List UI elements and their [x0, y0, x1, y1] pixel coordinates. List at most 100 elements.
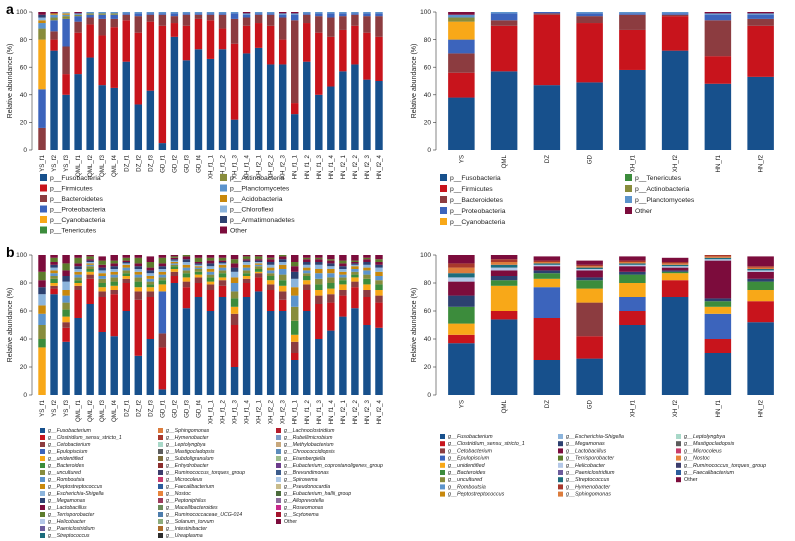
bar-segment	[158, 257, 167, 264]
bar-segment	[122, 20, 130, 62]
bar-segment	[146, 287, 155, 292]
bar-segment	[375, 267, 383, 272]
bar-segment	[448, 53, 475, 73]
bar-segment	[375, 271, 383, 276]
legend-label: g__Peptoniphilus	[166, 498, 206, 504]
bar-segment	[98, 256, 106, 261]
legend-swatch	[276, 491, 281, 496]
bar-segment	[158, 255, 167, 258]
bar-segment	[747, 270, 774, 272]
bar-segment	[490, 285, 518, 311]
bar-segment	[194, 266, 203, 268]
bar-segment	[50, 264, 58, 268]
bar-segment	[218, 264, 227, 268]
bar-segment	[158, 269, 167, 272]
bar-segment	[291, 295, 299, 307]
x-tick-label: DZ_f1	[123, 154, 130, 171]
bar-segment	[74, 13, 82, 15]
bar-segment	[363, 278, 371, 285]
x-tick-label: XH_f1_1	[208, 399, 215, 424]
x-tick-label: HN_f1_1	[292, 154, 299, 179]
bar-segment	[38, 14, 46, 18]
bar-segment	[230, 306, 239, 314]
bar-segment	[448, 97, 475, 150]
bar-segment	[278, 285, 287, 292]
bar-segment	[747, 322, 774, 395]
bar-segment	[98, 291, 106, 297]
bar-segment	[62, 316, 70, 323]
bar-segment	[86, 264, 94, 267]
x-tick-label: HN_f1_2	[304, 154, 311, 179]
bar-segment	[661, 271, 689, 274]
bar-segment	[38, 287, 46, 295]
bar-segment	[182, 60, 191, 150]
legend: p__Fusobacteria p__Firmicutes p__Bacteroid…	[440, 174, 695, 226]
bar-segment	[182, 308, 191, 395]
bar-segment	[74, 280, 82, 283]
legend-label: p__Bacteroidetes	[50, 196, 104, 203]
bar-segment	[266, 262, 275, 265]
bar-segment	[194, 264, 203, 267]
bar-segment	[303, 257, 311, 260]
bar-segment	[122, 283, 130, 311]
bar-segment	[206, 257, 215, 261]
bar-segment	[134, 255, 143, 258]
bar-segment	[490, 280, 518, 286]
bar-segment	[351, 13, 359, 15]
bar-segment	[74, 274, 82, 278]
bar-segment	[110, 336, 118, 395]
bar-segment	[194, 269, 203, 272]
x-tick-label: XH_f2	[672, 399, 679, 417]
bar-segment	[146, 278, 155, 282]
bar-segment	[38, 271, 46, 281]
bar-segment	[146, 12, 155, 14]
bar-segment	[254, 256, 263, 260]
bar-segment	[62, 16, 70, 19]
legend-label: p__Acidobacteria	[230, 196, 283, 203]
bar-segment	[110, 290, 118, 295]
bar-segment	[134, 266, 143, 269]
bar-segment	[158, 143, 167, 150]
bar-segment	[170, 255, 179, 257]
legend-swatch	[558, 491, 563, 497]
bar-segment	[327, 263, 335, 267]
legend-swatch	[220, 195, 227, 202]
x-tick-label: GD_f1	[159, 154, 166, 172]
bar-segment	[747, 290, 774, 302]
bar-segment	[278, 17, 287, 40]
legend-swatch	[40, 519, 45, 524]
x-tick-label: GD_f2	[171, 399, 178, 417]
bar-segment	[62, 270, 70, 276]
x-tick-label: HN_f2_3	[364, 399, 371, 424]
bar-segment	[170, 260, 179, 262]
bar-segment	[182, 287, 191, 309]
x-tick-label: DZ_f2	[135, 154, 142, 171]
bar-segment	[242, 17, 251, 26]
bar-segment	[315, 262, 323, 265]
bar-segment	[351, 266, 359, 269]
bar-segment	[533, 12, 561, 14]
x-tick-label: HN_f1_4	[328, 154, 335, 179]
legend-label: p__Fusobacteria	[450, 175, 501, 182]
x-tick-label: HN_f1_1	[292, 399, 299, 424]
bar-segment	[291, 287, 299, 296]
bar-segment	[339, 13, 347, 17]
bar-segment	[490, 71, 518, 150]
bar-segment	[194, 13, 203, 15]
bar-segment	[146, 267, 155, 271]
bar-segment	[448, 17, 475, 22]
bar-segment	[98, 260, 106, 265]
legend-swatch	[40, 449, 45, 454]
bar-segment	[170, 12, 179, 14]
legend-label: g__Subdoligranulum	[166, 456, 214, 462]
bar-segment	[242, 255, 251, 257]
bar-segment	[170, 269, 179, 272]
legend-label: p__Firmicutes	[450, 186, 493, 193]
bar-segment	[351, 260, 359, 262]
bar-segment	[206, 260, 215, 264]
legend-swatch	[158, 449, 163, 454]
bar-segment	[98, 85, 106, 150]
bar-segment	[339, 255, 347, 261]
bar-segment	[170, 13, 179, 17]
legend-swatch	[558, 462, 563, 468]
